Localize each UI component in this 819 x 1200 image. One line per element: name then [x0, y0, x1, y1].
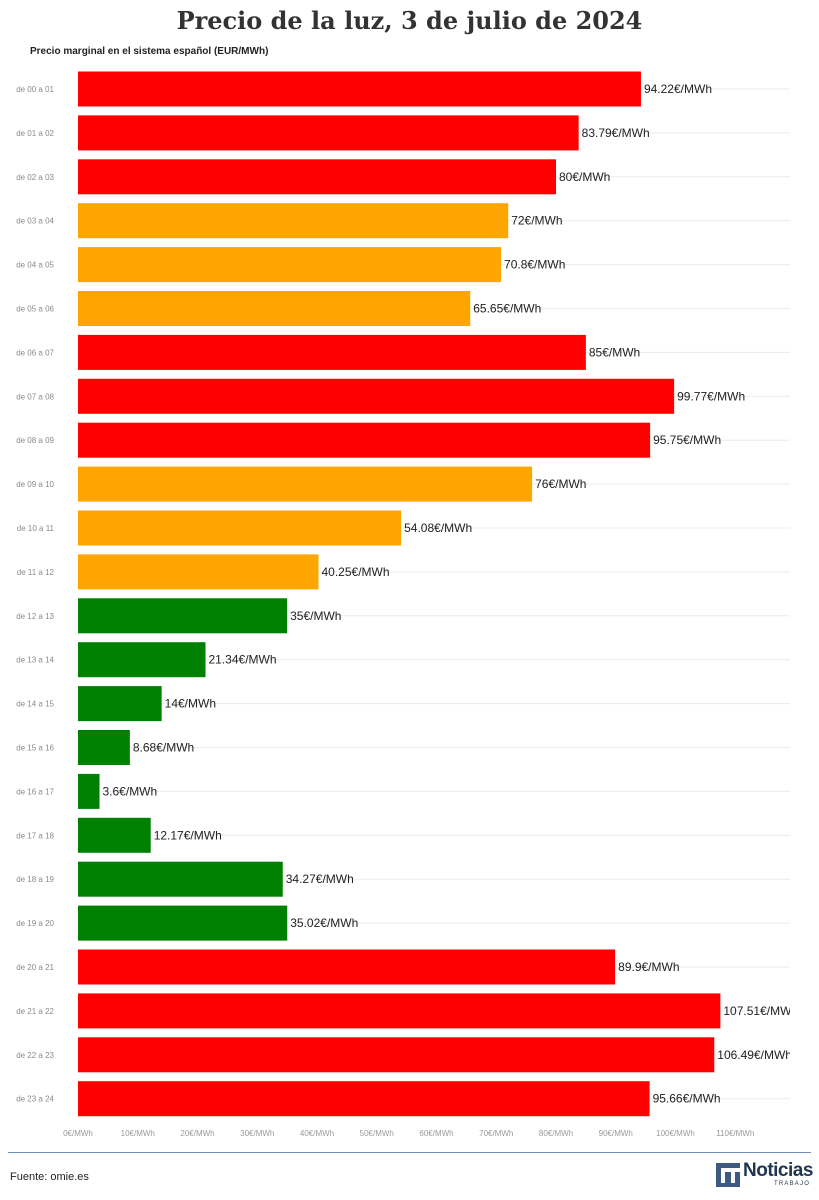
bar [78, 159, 556, 195]
brand-logo: Noticias TRABAJO [716, 1160, 813, 1191]
category-label: de 10 a 11 [17, 524, 55, 533]
value-label: 8.68€/MWh [133, 741, 194, 755]
bars [78, 71, 721, 1117]
x-tick-label: 30€/MWh [240, 1129, 274, 1138]
value-label: 14€/MWh [165, 697, 216, 711]
bar [78, 378, 675, 414]
bar [78, 773, 100, 809]
footer-divider [8, 1152, 811, 1153]
category-label: de 23 a 24 [16, 1095, 54, 1104]
bar [78, 291, 471, 326]
category-label: de 12 a 13 [16, 612, 54, 621]
category-label: de 11 a 12 [17, 568, 55, 577]
value-label: 12.17€/MWh [154, 828, 222, 842]
value-label: 80€/MWh [559, 170, 610, 184]
value-label: 94.22€/MWh [644, 82, 712, 96]
x-tick-label: 20€/MWh [180, 1129, 214, 1138]
category-label: de 18 a 19 [16, 875, 54, 884]
bar [78, 993, 721, 1029]
bar [78, 598, 288, 634]
category-label: de 17 a 18 [16, 831, 54, 840]
category-label: de 20 a 21 [16, 963, 54, 972]
x-tick-label: 10€/MWh [121, 1129, 155, 1138]
x-tick-label: 110€/MWh [716, 1129, 754, 1138]
value-label: 70.8€/MWh [504, 258, 565, 272]
category-label: de 00 a 01 [16, 85, 54, 94]
value-label: 21.34€/MWh [209, 653, 277, 667]
category-label: de 21 a 22 [16, 1007, 54, 1016]
value-label: 95.66€/MWh [653, 1092, 721, 1106]
bar [78, 71, 641, 107]
value-label: 35.02€/MWh [290, 916, 358, 930]
value-label: 89.9€/MWh [618, 960, 679, 974]
category-label: de 22 a 23 [16, 1051, 54, 1060]
value-label: 35€/MWh [290, 609, 341, 623]
x-tick-label: 70€/MWh [479, 1129, 513, 1138]
value-label: 76€/MWh [535, 477, 586, 491]
bar [78, 817, 151, 853]
category-label: de 06 a 07 [16, 348, 54, 357]
value-label: 99.77€/MWh [677, 389, 745, 403]
bar [78, 1081, 650, 1117]
bar [78, 203, 509, 239]
category-label: de 15 a 16 [16, 744, 54, 753]
gridlines [78, 88, 790, 1100]
bar [78, 642, 206, 678]
x-tick-label: 60€/MWh [419, 1129, 453, 1138]
category-labels: de 00 a 01 de 01 a 02 de 02 a 03 de 03 a 04… [16, 85, 54, 1104]
value-labels: 94.22€/MWh 83.79€/MWh 80€/MWh 72€/MWh 70.8€/… [103, 82, 798, 1106]
bar [78, 730, 130, 765]
x-tick-label: 80€/MWh [539, 1129, 573, 1138]
value-label: 40.25€/MWh [321, 565, 389, 579]
category-label: de 14 a 15 [16, 700, 54, 709]
x-axis-ticks: 0€/MWh 10€/MWh 20€/MWh 30€/MWh 40€/MWh 50€/MW… [63, 1129, 754, 1138]
x-tick-label: 0€/MWh [63, 1129, 93, 1138]
bar [78, 247, 502, 283]
category-label: de 09 a 10 [16, 480, 54, 489]
bar [78, 115, 579, 151]
bar [78, 554, 319, 590]
category-label: de 02 a 03 [16, 173, 54, 182]
category-label: de 13 a 14 [16, 656, 54, 665]
value-label: 72€/MWh [511, 214, 562, 228]
category-label: de 05 a 06 [16, 305, 54, 314]
bar [78, 334, 586, 370]
value-label: 83.79€/MWh [582, 126, 650, 140]
x-tick-label: 90€/MWh [599, 1129, 633, 1138]
x-tick-label: 100€/MWh [656, 1129, 695, 1138]
value-label: 106.49€/MWh [717, 1048, 792, 1062]
category-label: de 03 a 04 [16, 217, 54, 226]
category-label: de 19 a 20 [16, 919, 54, 928]
bar [78, 422, 651, 458]
bar-chart: de 00 a 01 de 01 a 02 de 02 a 03 de 03 a 04… [16, 71, 798, 1138]
category-label: de 16 a 17 [16, 787, 54, 796]
chart-title: Precio de la luz, 3 de julio de 2024 [176, 6, 643, 35]
value-label: 107.51€/MWh [723, 1004, 798, 1018]
bar [78, 905, 288, 941]
bar [78, 949, 616, 985]
value-label: 65.65€/MWh [473, 302, 541, 316]
logo-subtext: TRABAJO [774, 1181, 811, 1187]
bar [78, 1037, 715, 1073]
value-label: 3.6€/MWh [103, 784, 158, 798]
logo-icon [716, 1163, 740, 1187]
value-label: 85€/MWh [589, 345, 640, 359]
x-tick-label: 40€/MWh [300, 1129, 334, 1138]
category-label: de 04 a 05 [16, 261, 54, 270]
value-label: 54.08€/MWh [404, 521, 472, 535]
bar [78, 466, 533, 502]
source-note: Fuente: omie.es [10, 1171, 89, 1183]
bar [78, 686, 162, 722]
chart-subtitle: Precio marginal en el sistema español (E… [30, 46, 269, 57]
bar [78, 861, 283, 897]
category-label: de 07 a 08 [16, 392, 54, 401]
value-label: 95.75€/MWh [653, 433, 721, 447]
value-label: 34.27€/MWh [286, 872, 354, 886]
logo-wordmark: Noticias [743, 1160, 813, 1181]
bar [78, 510, 402, 546]
category-label: de 08 a 09 [16, 436, 54, 445]
x-tick-label: 50€/MWh [360, 1129, 394, 1138]
category-label: de 01 a 02 [16, 129, 54, 138]
